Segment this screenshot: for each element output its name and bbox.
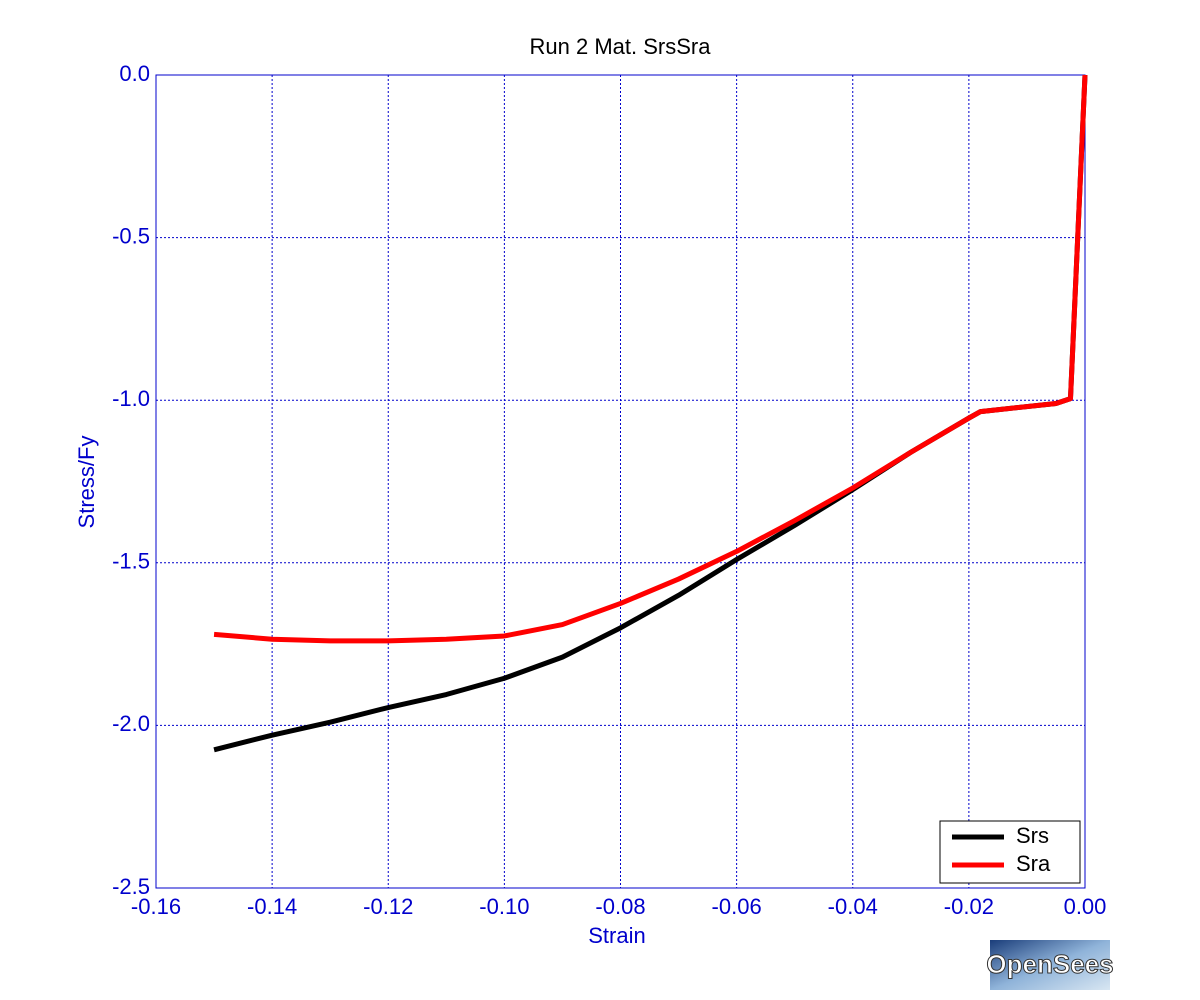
logo-background — [990, 940, 1110, 990]
x-tick-label: -0.02 — [944, 894, 994, 919]
x-axis-label: Strain — [588, 923, 645, 948]
y-tick-label: -1.5 — [112, 549, 150, 574]
y-tick-label: -2.0 — [112, 711, 150, 736]
x-tick-label: -0.08 — [595, 894, 645, 919]
line-series — [213, 74, 1088, 644]
x-tick-label: -0.14 — [247, 894, 297, 919]
x-tick-label: 0.00 — [1064, 894, 1107, 919]
x-tick-label: -0.10 — [479, 894, 529, 919]
legend-label: Sra — [1016, 851, 1051, 876]
chart-title: Run 2 Mat. SrsSra — [530, 34, 712, 59]
y-axis-label: Stress/Fy — [74, 436, 99, 529]
logo: OpenSees — [986, 940, 1114, 990]
y-tick-label: 0.0 — [119, 61, 150, 86]
x-tick-label: -0.06 — [712, 894, 762, 919]
y-tick-label: -0.5 — [112, 223, 150, 248]
legend: Srs Sra — [939, 820, 1081, 884]
legend-box — [939, 820, 1081, 884]
x-tick-label: -0.16 — [131, 894, 181, 919]
y-tick-label: -2.5 — [112, 874, 150, 899]
plot-frame — [155, 74, 1086, 889]
logo-text: OpenSees — [986, 949, 1113, 979]
x-tick-label: -0.04 — [828, 894, 878, 919]
legend-label: Srs — [1016, 823, 1049, 848]
x-tick-label: -0.12 — [363, 894, 413, 919]
y-tick-label: -1.0 — [112, 386, 150, 411]
